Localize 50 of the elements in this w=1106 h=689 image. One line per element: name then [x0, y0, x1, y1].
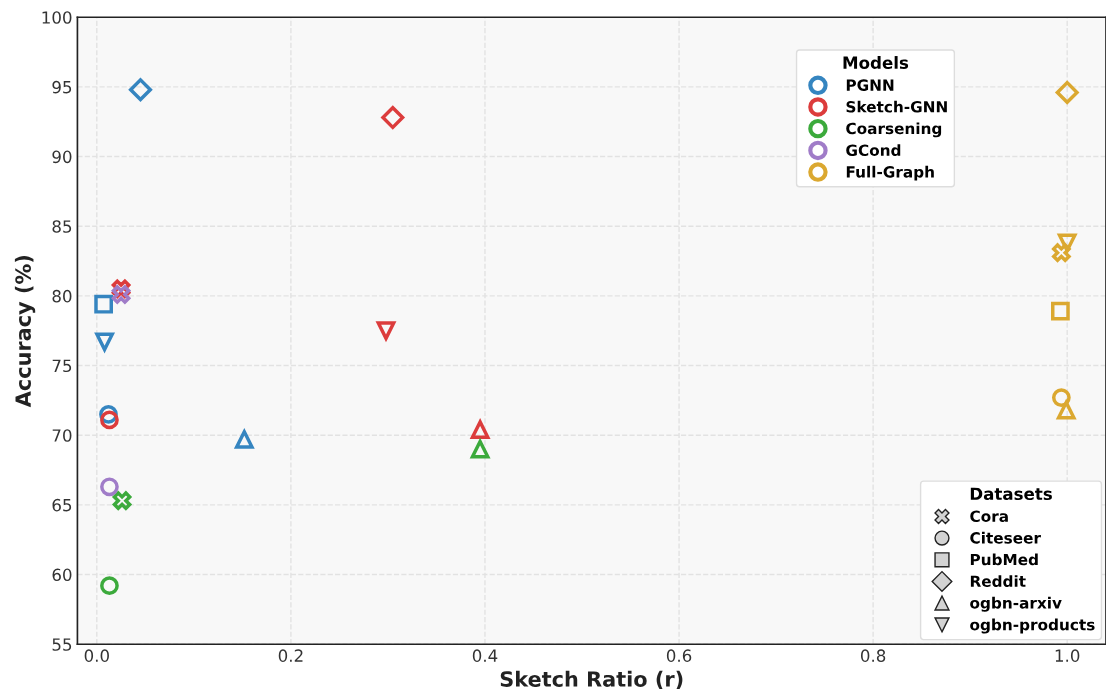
y-axis-title: Accuracy (%) — [14, 255, 36, 408]
point — [112, 491, 132, 511]
annotation: Reddit — [970, 575, 1026, 587]
point — [234, 430, 254, 449]
legend-label: Coarsening — [846, 122, 942, 138]
legend-label: Sketch-GNN — [846, 100, 947, 113]
y-tick-label: 90 — [52, 150, 72, 164]
x-axis-title: Sketch Ratio (r) — [500, 670, 683, 689]
annotation: ogbn-products — [970, 618, 1095, 634]
point — [381, 105, 405, 130]
point — [1051, 388, 1071, 407]
point — [100, 477, 119, 497]
x-tick-label: 1.0 — [1055, 649, 1080, 662]
point — [376, 321, 396, 341]
annotation: Datasets — [970, 487, 1052, 501]
legend-label: GCond — [846, 144, 901, 156]
y-tick-label: 80 — [52, 289, 72, 303]
y-tick-label: 55 — [52, 638, 72, 651]
y-tick-label: 65 — [52, 498, 72, 512]
point — [1051, 243, 1071, 263]
y-tick-label: 100 — [42, 11, 72, 24]
x-tick-label: 0.0 — [84, 649, 109, 662]
x-tick-label: 0.6 — [666, 649, 692, 662]
point — [94, 332, 115, 354]
point — [1055, 398, 1077, 420]
annotation: Cora — [970, 510, 1008, 523]
point — [1057, 233, 1077, 253]
point — [100, 576, 119, 596]
point — [1051, 301, 1070, 321]
point — [128, 78, 153, 102]
x-tick-label: 0.4 — [472, 649, 498, 662]
legend-title: Models — [843, 56, 909, 69]
point — [111, 285, 131, 304]
y-tick-label: 75 — [52, 359, 72, 373]
point — [94, 294, 113, 314]
x-tick-label: 0.2 — [278, 649, 303, 662]
annotation: ogbn-arxiv — [970, 596, 1062, 612]
point — [100, 410, 119, 430]
annotation: PubMed — [970, 553, 1038, 566]
legend-label: PGNN — [846, 79, 894, 91]
annotation: Citeseer — [970, 531, 1041, 544]
x-tick-label: 0.8 — [860, 649, 886, 662]
point — [470, 420, 490, 440]
point — [469, 437, 491, 459]
point — [1055, 80, 1079, 105]
y-tick-label: 95 — [52, 80, 72, 94]
y-tick-label: 85 — [52, 220, 72, 233]
y-tick-label: 60 — [52, 568, 72, 582]
y-tick-label: 70 — [52, 429, 72, 442]
legend-label: Full-Graph — [846, 165, 934, 181]
